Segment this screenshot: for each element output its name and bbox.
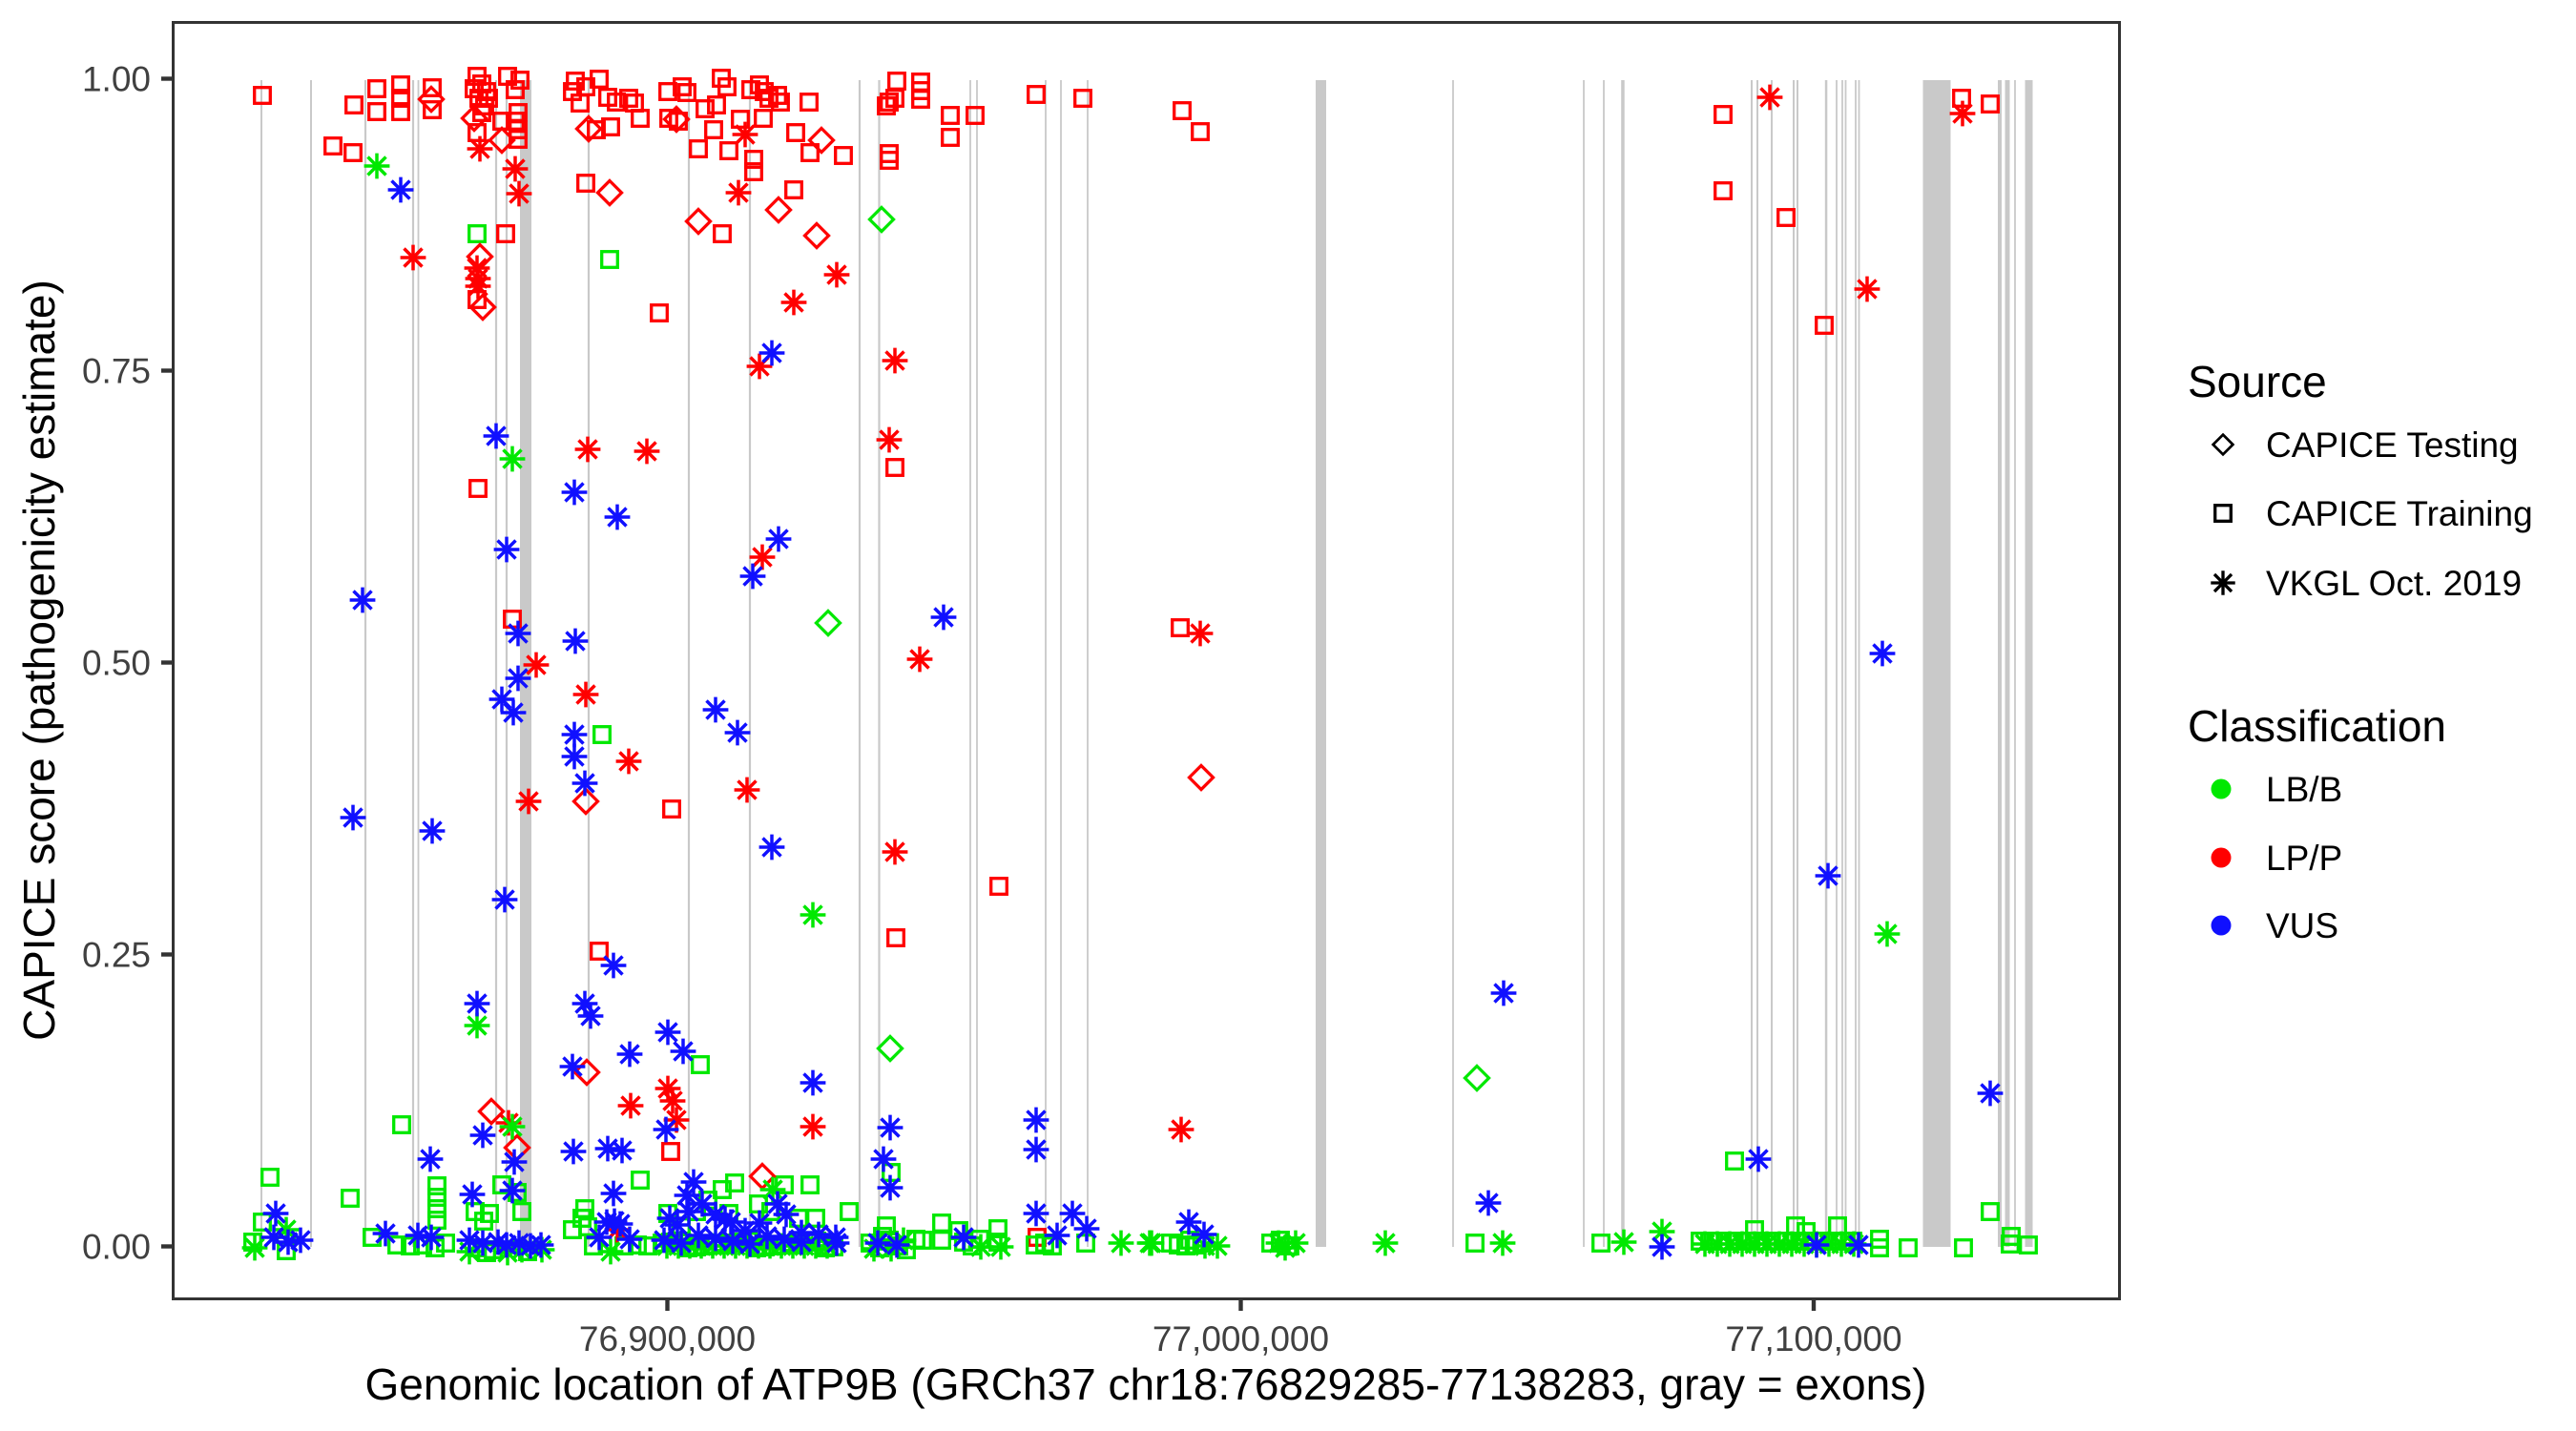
svg-text:Genomic location of ATP9B (GRC: Genomic location of ATP9B (GRCh37 chr18:… [365, 1359, 1927, 1409]
svg-text:LB/B: LB/B [2266, 770, 2342, 809]
svg-text:76,900,000: 76,900,000 [579, 1319, 756, 1358]
svg-text:1.00: 1.00 [82, 60, 151, 99]
svg-text:VUS: VUS [2266, 906, 2338, 945]
svg-text:0.00: 0.00 [82, 1228, 151, 1267]
svg-text:0.50: 0.50 [82, 644, 151, 683]
svg-text:CAPICE score (pathogenicity es: CAPICE score (pathogenicity estimate) [14, 280, 64, 1041]
svg-text:VKGL Oct. 2019: VKGL Oct. 2019 [2266, 564, 2522, 603]
svg-text:0.75: 0.75 [82, 352, 151, 391]
svg-text:CAPICE Training: CAPICE Training [2266, 494, 2533, 533]
svg-text:LP/P: LP/P [2266, 839, 2342, 878]
svg-text:Classification: Classification [2188, 701, 2446, 751]
svg-text:Source: Source [2188, 357, 2327, 406]
svg-text:77,100,000: 77,100,000 [1725, 1319, 1901, 1358]
svg-text:0.25: 0.25 [82, 936, 151, 975]
svg-text:77,000,000: 77,000,000 [1153, 1319, 1329, 1358]
svg-text:CAPICE Testing: CAPICE Testing [2266, 425, 2519, 465]
